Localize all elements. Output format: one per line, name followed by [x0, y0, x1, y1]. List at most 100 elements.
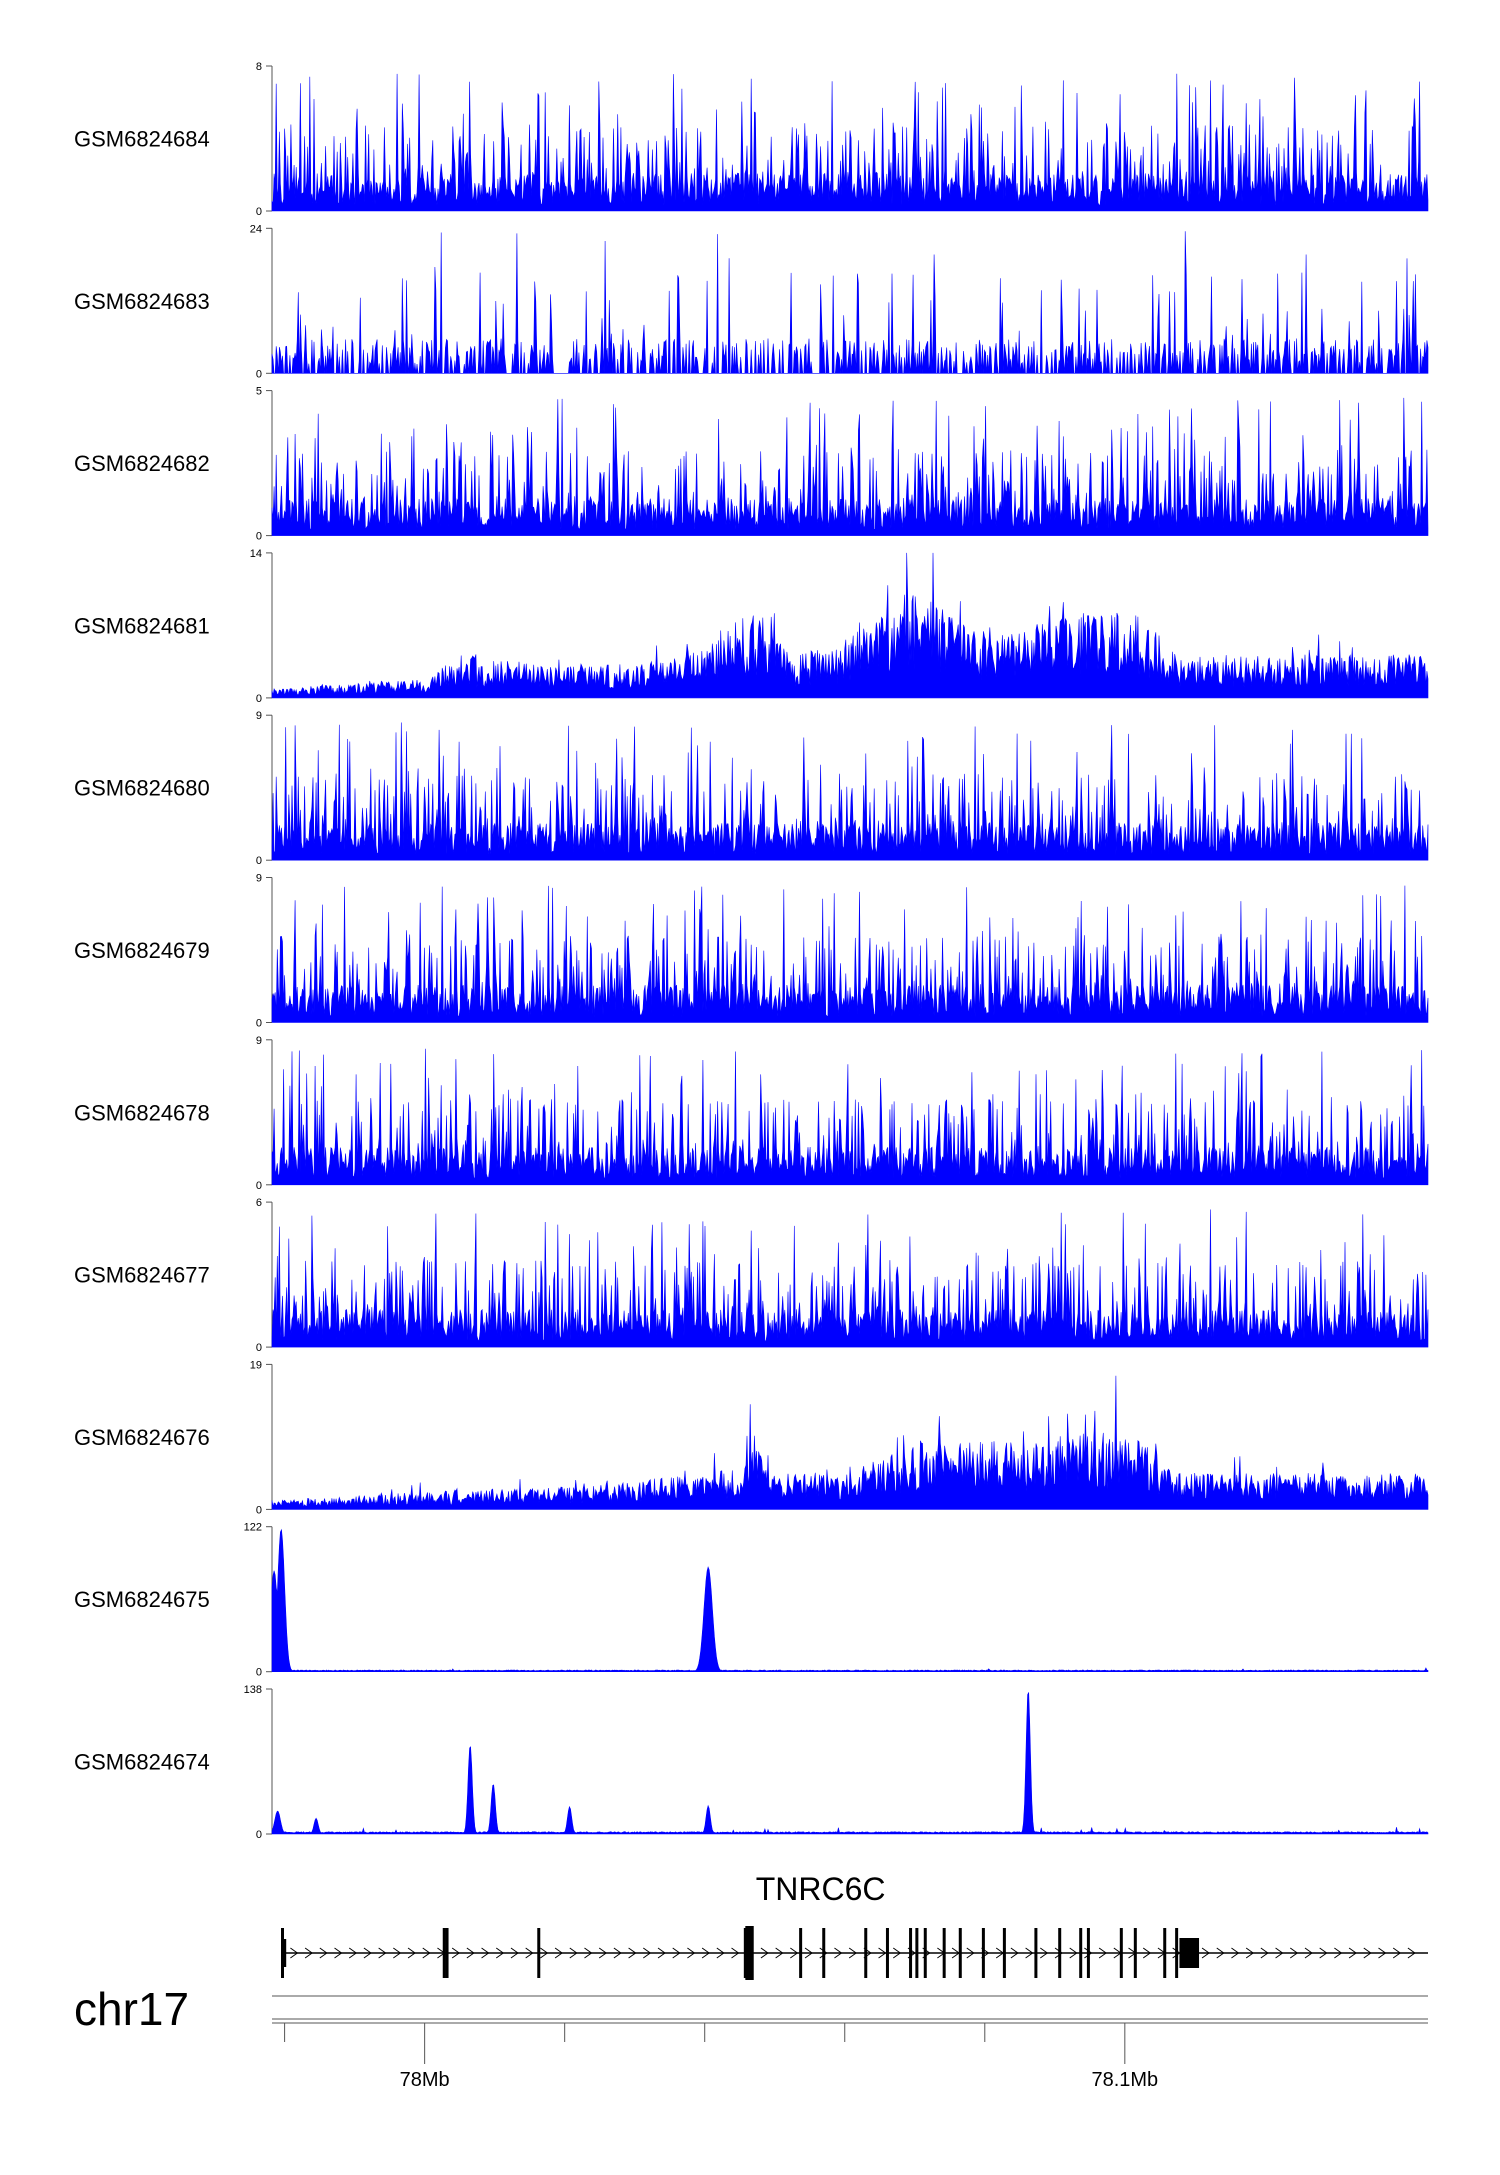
y-min-label: 0 [256, 1180, 262, 1192]
coverage-area [271, 552, 1429, 699]
exon [981, 1928, 985, 1978]
strand-arrow [848, 1947, 858, 1959]
exon [915, 1928, 919, 1978]
exon [1002, 1928, 1006, 1978]
strand-arrow [1054, 1947, 1063, 1959]
y-min-label: 0 [256, 1342, 262, 1354]
strand-arrow [760, 1947, 769, 1959]
strand-arrow [363, 1947, 372, 1959]
y-min-label: 0 [256, 1018, 262, 1030]
x-tick-label: 78.1Mb [1091, 2069, 1158, 2091]
strand-arrow [378, 1947, 387, 1959]
coverage-area [271, 1209, 1429, 1348]
strand-arrow [466, 1947, 475, 1959]
y-min-label: 0 [256, 1504, 262, 1516]
exon [445, 1928, 449, 1978]
coverage-area [271, 231, 1429, 374]
exon [958, 1928, 962, 1978]
track-gsm6824681: 14 0 GSM6824681 [74, 548, 1429, 705]
strand-arrow [569, 1947, 578, 1959]
track-gsm6824684: 8 0 GSM6824684 [74, 61, 1429, 218]
strand-arrow [1289, 1947, 1299, 1959]
strand-arrow [804, 1947, 813, 1959]
track-gsm6824674: 138 0 GSM6824674 [74, 1684, 1429, 1841]
track-gsm6824679: 9 0 GSM6824679 [74, 873, 1429, 1030]
track-name-label: GSM6824676 [74, 1425, 210, 1450]
y-max-label: 24 [250, 223, 262, 235]
y-max-label: 6 [256, 1197, 262, 1209]
exon [923, 1928, 927, 1978]
x-tick-label: 78Mb [400, 2069, 450, 2091]
track-name-label: GSM6824684 [74, 127, 210, 152]
y-min-label: 0 [256, 368, 262, 380]
track-name-label: GSM6824683 [74, 289, 210, 314]
strand-arrow [657, 1947, 666, 1959]
coverage-area [271, 397, 1429, 536]
y-max-label: 9 [256, 710, 262, 722]
track-name-label: GSM6824680 [74, 776, 210, 801]
coverage-area [271, 1692, 1429, 1835]
strand-arrow [878, 1947, 887, 1959]
y-max-label: 122 [244, 1522, 262, 1534]
exon [1163, 1928, 1167, 1978]
strand-arrow [1201, 1947, 1210, 1959]
exon [909, 1928, 913, 1978]
gene-model: TNRC6C [281, 1871, 1428, 1980]
strand-arrow [1363, 1947, 1372, 1959]
exon [1133, 1928, 1137, 1978]
strand-arrow [790, 1947, 799, 1959]
gene-name-label: TNRC6C [756, 1871, 886, 1907]
strand-arrow [1260, 1947, 1269, 1959]
exon [281, 1939, 287, 1967]
strand-arrow [1304, 1947, 1313, 1959]
y-min-label: 0 [256, 206, 262, 218]
strand-arrow [1040, 1947, 1049, 1959]
track-name-label: GSM6824681 [74, 613, 210, 638]
strand-arrow [422, 1947, 431, 1959]
strand-arrow [1025, 1947, 1034, 1959]
track-gsm6824676: 19 0 GSM6824676 [74, 1359, 1429, 1516]
y-max-label: 9 [256, 873, 262, 885]
strand-arrow [1392, 1947, 1402, 1959]
coverage-tracks: 8 0 GSM6824684 24 0 GSM6824683 5 0 GSM6824682 14 0… [74, 61, 1429, 1841]
strand-arrow [892, 1947, 902, 1959]
y-min-label: 0 [256, 855, 262, 867]
strand-arrow [348, 1947, 358, 1959]
strand-arrow [584, 1947, 593, 1959]
exon [1086, 1928, 1090, 1978]
strand-arrow [1084, 1947, 1093, 1959]
y-min-label: 0 [256, 1667, 262, 1679]
exon-block [1179, 1938, 1200, 1968]
strand-arrow [1245, 1947, 1255, 1959]
y-max-label: 8 [256, 61, 262, 73]
strand-arrow [1334, 1947, 1343, 1959]
exon [1175, 1928, 1179, 1978]
strand-arrow [613, 1947, 622, 1959]
strand-arrow [1216, 1947, 1225, 1959]
exon [942, 1928, 946, 1978]
strand-arrow [1407, 1947, 1416, 1959]
exon [1034, 1928, 1038, 1978]
strand-arrow [451, 1947, 461, 1959]
track-name-label: GSM6824678 [74, 1100, 210, 1125]
track-gsm6824682: 5 0 GSM6824682 [74, 386, 1429, 543]
strand-arrow [407, 1947, 416, 1959]
strand-arrow [304, 1947, 313, 1959]
track-name-label: GSM6824679 [74, 938, 210, 963]
strand-arrow [1348, 1947, 1357, 1959]
coverage-area [271, 73, 1429, 212]
strand-arrow [1098, 1947, 1107, 1959]
y-max-label: 5 [256, 386, 262, 398]
track-gsm6824683: 24 0 GSM6824683 [74, 223, 1429, 380]
y-min-label: 0 [256, 531, 262, 543]
track-gsm6824678: 9 0 GSM6824678 [74, 1035, 1429, 1192]
y-min-label: 0 [256, 1829, 262, 1841]
coverage-area [271, 1048, 1429, 1186]
strand-arrow [966, 1947, 975, 1959]
strand-arrow [701, 1947, 710, 1959]
strand-arrow [643, 1947, 652, 1959]
strand-arrow [731, 1947, 740, 1959]
exon [442, 1928, 446, 1978]
strand-arrow [290, 1947, 299, 1959]
